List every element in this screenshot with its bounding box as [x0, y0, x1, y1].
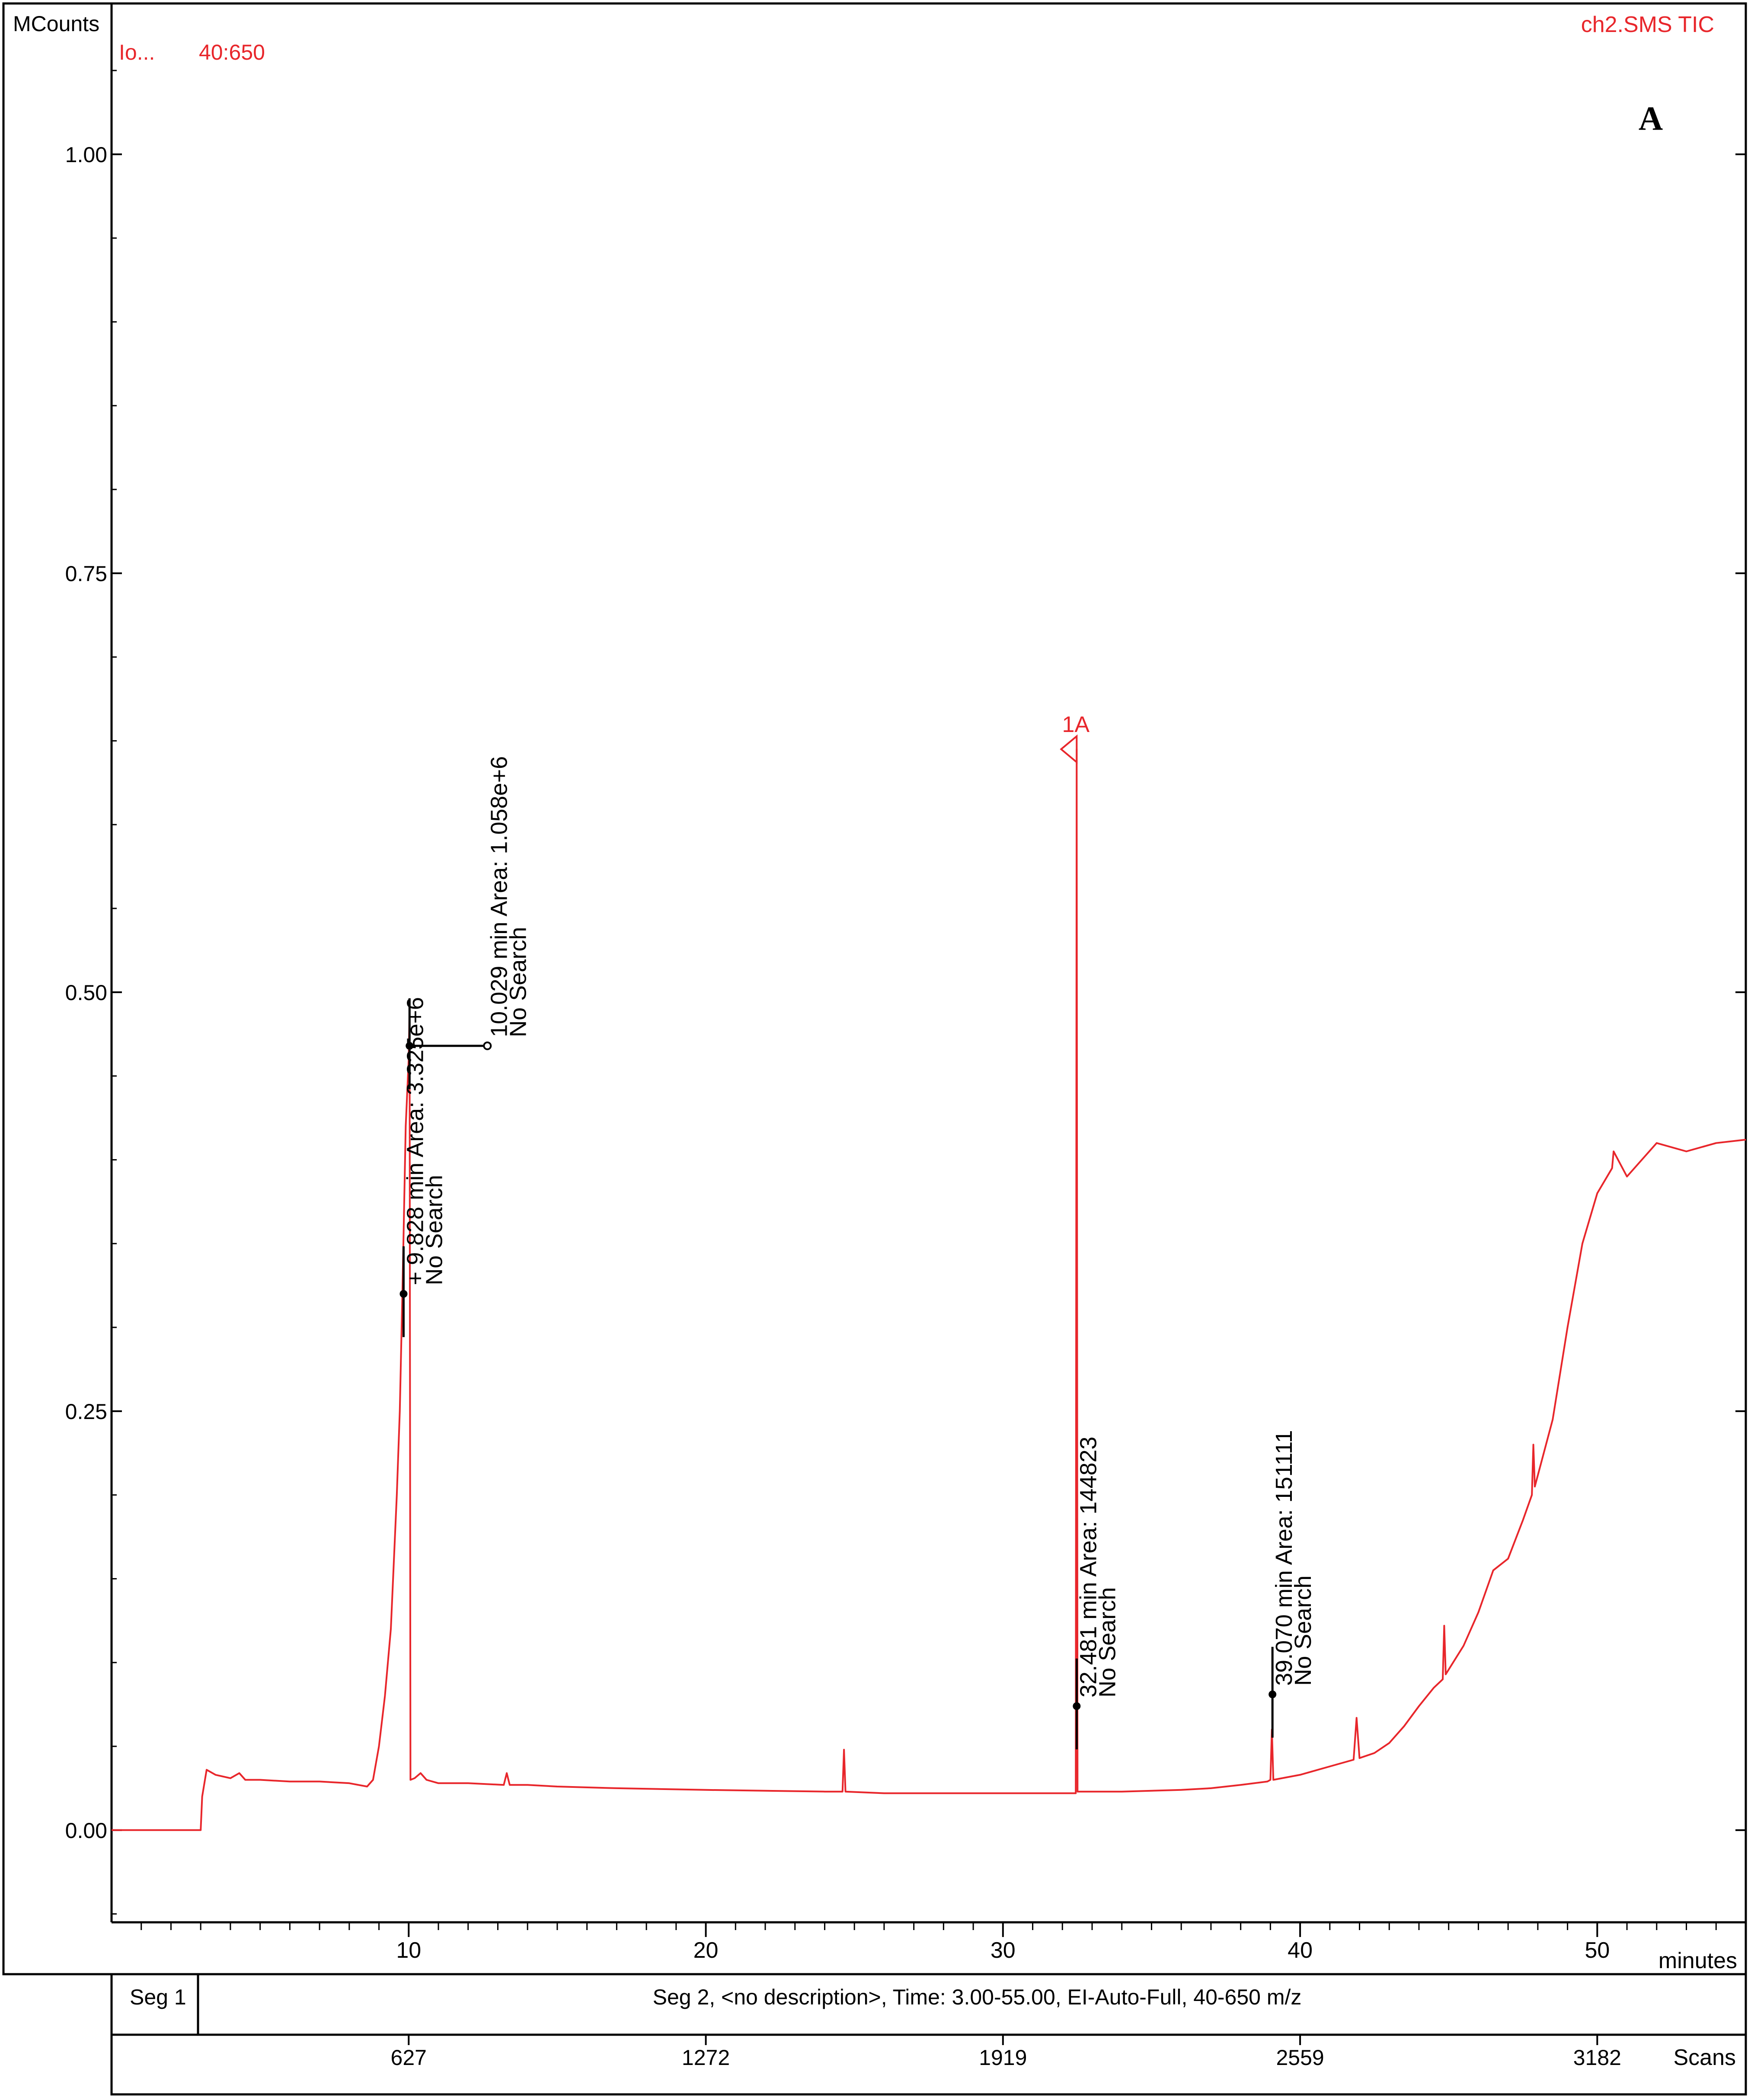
x-unit-label: minutes	[1658, 1948, 1737, 1973]
scan-unit-label: Scans	[1673, 2045, 1736, 2070]
y-unit-label: MCounts	[13, 12, 99, 36]
annotation-dot	[1269, 1690, 1277, 1698]
annotation-label: 10.029 min Area: 1.058e+6No Search	[486, 756, 531, 1037]
x-tick-label: 30	[991, 1938, 1016, 1963]
annotation-text-line1: 32.481 min Area: 144823	[1075, 1437, 1101, 1697]
annotation-text-line2: No Search	[1290, 1576, 1316, 1686]
outer-frame	[2, 2, 1747, 1975]
x-tick-label: 20	[693, 1938, 719, 1963]
scan-tick-label: 3182	[1573, 2046, 1621, 2070]
annotation-text-line1: 39.070 min Area: 151111	[1271, 1430, 1297, 1685]
annotation-dot	[399, 1290, 408, 1298]
annotation-text-line2: No Search	[421, 1175, 447, 1285]
y-tick-label: 0.25	[65, 1400, 107, 1424]
tic-trace	[112, 748, 1746, 1831]
x-tick-label: 10	[396, 1938, 421, 1963]
y-ticks: 0.00 0.25 0.50 0.75 1.00	[65, 70, 1746, 1915]
scan-tick-label: 2559	[1276, 2046, 1324, 2070]
segment-1-label: Seg 1	[130, 1985, 186, 2009]
y-tick-label: 1.00	[65, 143, 107, 167]
scan-tick-label: 627	[391, 2046, 427, 2070]
annotation-leader-end	[483, 1041, 492, 1050]
y-tick-label: 0.75	[65, 562, 107, 586]
trace-name: ch2.SMS TIC	[1581, 12, 1714, 37]
y-tick-label: 0.00	[65, 1819, 107, 1843]
x-tick-label: 50	[1585, 1938, 1610, 1963]
x-ticks: 10 20 30 40 50	[141, 1922, 1747, 1963]
panel-label: A	[1639, 99, 1663, 137]
segment-bar: Seg 1 Seg 2, <no description>, Time: 3.0…	[110, 1973, 1747, 2096]
segment-2-label: Seg 2, <no description>, Time: 3.00-55.0…	[653, 1985, 1302, 2009]
ion-label: Io...	[119, 40, 155, 64]
scan-tick-label: 1919	[979, 2046, 1027, 2070]
peak-marker-label: 1A	[1062, 712, 1090, 737]
scan-tick-label: 1272	[682, 2046, 730, 2070]
x-tick-label: 40	[1288, 1938, 1313, 1963]
peak-annotations: + 9.828 min Area: 3.325e+6No Search10.02…	[399, 756, 1316, 1749]
annotation-text-line2: No Search	[505, 927, 531, 1037]
annotation-text-line2: No Search	[1094, 1587, 1120, 1697]
ion-range: 40:650	[199, 40, 265, 64]
y-tick-label: 0.50	[65, 981, 107, 1005]
peak-marker-triangle	[1060, 734, 1078, 764]
annotation-dot	[1073, 1702, 1081, 1710]
annotation-text-line1: 10.029 min Area: 1.058e+6	[486, 756, 512, 1037]
scan-ticks: 627 1272 1919 2559 3182	[391, 2035, 1621, 2070]
